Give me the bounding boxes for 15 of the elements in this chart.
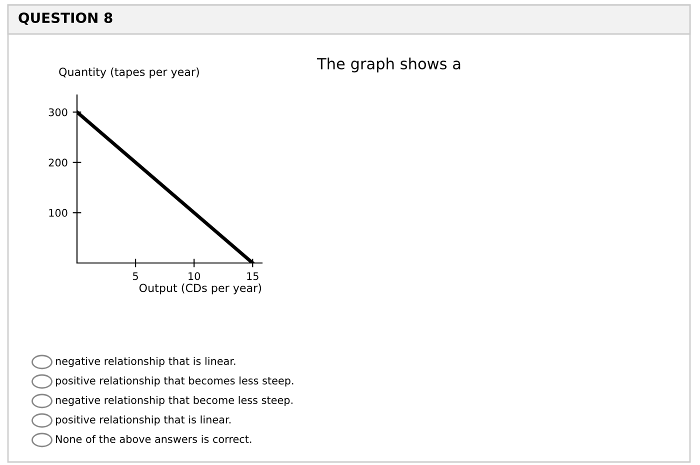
y-axis-title: Quantity (tapes per year) <box>59 67 199 78</box>
text: negative relationship that is linear. <box>56 356 236 368</box>
x-tick-label: 5 <box>133 272 138 280</box>
text: positive relationship that is linear. <box>56 415 230 426</box>
text: The graph shows a <box>316 58 460 72</box>
text: positive relationship that becomes less steep. <box>56 376 294 387</box>
y-tick-label: 300 <box>48 108 68 116</box>
text: negative relationship that become less steep. <box>56 396 292 406</box>
x-tick-label: 15 <box>247 272 258 280</box>
x-axis-title: Output (CDs per year) <box>139 284 262 294</box>
chart-title: QUESTION 8 <box>18 12 112 25</box>
x-tick-label: 10 <box>188 272 200 280</box>
y-tick-label: 200 <box>48 158 68 167</box>
y-tick-label: 100 <box>49 208 68 217</box>
text: None of the above answers is correct. <box>56 434 252 444</box>
